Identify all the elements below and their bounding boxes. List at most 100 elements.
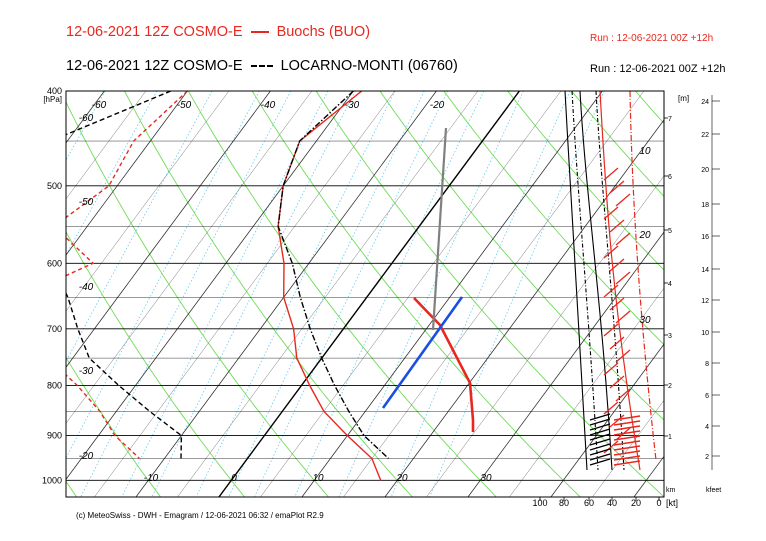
isotherm-line <box>94 91 396 497</box>
isotherm-line <box>717 91 766 497</box>
plot-frame <box>65 90 665 498</box>
kfeet-tick-label: 20 <box>701 167 709 174</box>
title-locarno: 12-06-2021 12Z COSMO-E LOCARNO-MONTI (06… <box>66 58 458 74</box>
height-tick-label: 4 <box>668 281 672 288</box>
title-buochs-station: Buochs (BUO) <box>276 24 371 40</box>
isotherm-line <box>66 91 147 200</box>
wind-axis-tick-label: 60 <box>584 498 594 508</box>
dry-adiabat-line <box>635 91 664 125</box>
height-tick-label: 6 <box>668 174 672 181</box>
isotherm-label-top: -40 <box>261 100 276 111</box>
dry-adiabat-line <box>571 91 664 198</box>
dry-adiabat-line <box>124 91 413 497</box>
wind-barb-buochs <box>615 232 631 246</box>
dry-adiabat-line <box>66 231 245 497</box>
wind-barb-buochs <box>613 440 641 446</box>
parcel-ascent-line <box>413 297 475 432</box>
mixing-ratio-line <box>429 91 605 497</box>
pressure-axis-label: [hPa] <box>43 95 62 104</box>
isotherm-label-right: 20 <box>638 230 651 241</box>
wind-column-red-curve <box>599 91 641 471</box>
isotherm-line <box>66 91 230 312</box>
wind-barb-buochs <box>615 310 631 324</box>
height-tick-label: 3 <box>668 333 672 340</box>
wind-barb-buochs <box>603 284 619 298</box>
wind-barb-locarno <box>589 453 611 461</box>
run-info-buochs: Run : 12-06-2021 00Z +12h <box>590 33 714 44</box>
wind-barb-locarno <box>589 423 611 431</box>
lcl-grey-line <box>431 127 448 331</box>
isotherm-line <box>592 399 664 497</box>
isotherm-line <box>135 91 437 497</box>
wind-barb-buochs <box>613 415 641 421</box>
wind-barb-buochs <box>603 167 619 181</box>
wind-barb-buochs <box>603 245 619 259</box>
isotherm-label-left: -30 <box>79 366 94 377</box>
mixing-ratio-line <box>121 91 329 497</box>
kfeet-tick-label: 24 <box>701 99 709 106</box>
height-km-label: km <box>666 487 676 494</box>
height-axis-label: [m] <box>678 94 689 103</box>
wind-barb-buochs <box>603 401 619 415</box>
kfeet-tick-label: 6 <box>705 393 709 400</box>
height-tick-label: 5 <box>668 228 672 235</box>
isotherm-line <box>343 91 645 497</box>
pressure-tick-label: 400 <box>47 86 62 96</box>
pressure-tick-label: 600 <box>47 258 62 268</box>
kfeet-axis-label: kfeet <box>706 487 721 494</box>
title-buochs-prefix: 12-06-2021 12Z COSMO-E <box>66 24 243 40</box>
wind-barb-locarno <box>589 443 611 451</box>
run-info-locarno: Run : 12-06-2021 00Z +12h <box>590 63 726 75</box>
wind-barb-buochs <box>609 297 625 311</box>
title-buochs: 12-06-2021 12Z COSMO-E Buochs (BUO) <box>66 24 370 40</box>
pressure-tick-label: 1000 <box>42 475 62 485</box>
footer-copyright: (c) MeteoSwiss - DWH - Emagram / 12-06-2… <box>76 511 324 520</box>
wind-barb-buochs <box>613 435 641 441</box>
wind-barb-locarno <box>589 433 611 441</box>
isotherm-line <box>66 91 354 481</box>
isotherm-line <box>675 91 766 497</box>
dry-adiabat-line <box>66 356 161 497</box>
dry-adiabat-line <box>699 91 766 497</box>
title-locarno-station: LOCARNO-MONTI (06760) <box>280 58 458 74</box>
mixing-ratio-line <box>80 91 292 497</box>
wind-barb-locarno <box>589 413 611 421</box>
isotherm-line <box>384 119 664 497</box>
legend-dashdot-line-icon <box>250 65 273 68</box>
wind-column-red-curve <box>629 91 657 461</box>
temperature-label-bottom: -10 <box>144 473 159 484</box>
pressure-tick-label: 900 <box>47 431 62 441</box>
kfeet-tick-label: 14 <box>701 267 709 274</box>
mixing-ratio-line <box>151 91 356 497</box>
buochs-dewpoint-line <box>66 91 188 460</box>
mixing-ratio-line <box>195 91 396 497</box>
wind-axis-tick-label: 40 <box>607 498 617 508</box>
plot-area <box>66 91 766 497</box>
isotherm-label-left: -50 <box>79 197 94 208</box>
dry-adiabat-line <box>379 91 664 421</box>
height-tick-label: 2 <box>668 383 672 390</box>
isotherm-line <box>467 231 664 497</box>
dry-adiabat-line <box>443 91 664 346</box>
dry-adiabat-line <box>507 91 664 271</box>
wind-barb-locarno <box>589 428 611 436</box>
mixing-ratio-line <box>254 91 448 497</box>
wind-column-curve <box>595 91 625 471</box>
isotherm-zero-line <box>218 91 520 497</box>
kfeet-tick-label: 8 <box>705 361 709 368</box>
title-locarno-prefix: 12-06-2021 12Z COSMO-E <box>66 58 243 74</box>
locarno-dewpoint-line <box>66 91 183 459</box>
mixing-ratio-line <box>390 91 571 497</box>
isotherm-label-left: -20 <box>79 451 94 462</box>
isotherm-line <box>66 91 188 256</box>
mixing-ratio-line <box>66 91 260 459</box>
isotherm-line <box>66 91 313 424</box>
height-tick-label: 1 <box>668 434 672 441</box>
isotherm-line <box>177 91 479 497</box>
wind-axis-tick-label: 100 <box>532 498 547 508</box>
isotherm-label-left: -40 <box>79 282 94 293</box>
isotherm-line <box>66 91 271 368</box>
isotherm-line <box>509 287 664 497</box>
temperature-label-bottom: 10 <box>312 473 324 484</box>
